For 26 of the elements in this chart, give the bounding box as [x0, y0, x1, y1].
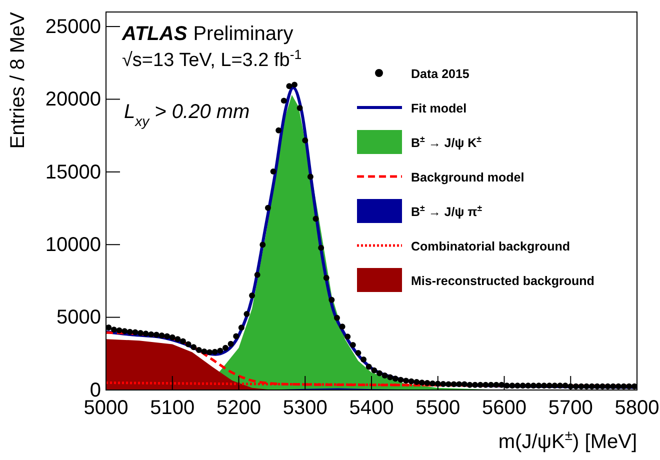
y-tick-label: 20000	[45, 88, 101, 111]
annotation: Preliminary	[193, 23, 294, 45]
x-tick-label: 5500	[416, 397, 460, 420]
y-tick-label: 10000	[45, 234, 101, 256]
legend-label: Background model	[411, 170, 524, 184]
y-tick-label: 5000	[56, 306, 101, 329]
y-tick-label: 15000	[45, 161, 101, 184]
legend-label: Data 2015	[411, 67, 470, 81]
legend-label: B$^{±}$ → J/ψ K$^{±}$	[411, 134, 482, 150]
y-tick-label: 25000	[45, 16, 101, 38]
x-tick-label: 5700	[548, 397, 593, 420]
x-axis-title: m(J/ψK$^{±}$) [MeV]	[498, 427, 637, 453]
annotation: L$_{xy}$ > 0.20 mm	[124, 101, 250, 129]
annotation: ATLAS	[121, 23, 188, 45]
y-axis-title: Entries / 8 MeV	[7, 11, 29, 149]
legend-label: B$^{±}$ → J/ψ π$^{±}$	[411, 203, 482, 219]
x-tick-label: 5400	[349, 397, 394, 420]
legend-label: Mis-reconstructed background	[411, 274, 594, 288]
x-tick-label: 5100	[150, 397, 195, 420]
x-tick-label: 5600	[482, 397, 526, 420]
legend-label: Combinatorial background	[411, 240, 570, 254]
x-tick-label: 5200	[216, 397, 261, 420]
x-tick-label: 5800	[614, 397, 660, 420]
x-tick-label: 5300	[282, 397, 328, 420]
legend-label: Fit model	[411, 102, 467, 116]
annotation: √s=13 TeV, L=3.2 fb$^{-1}$	[122, 46, 302, 71]
